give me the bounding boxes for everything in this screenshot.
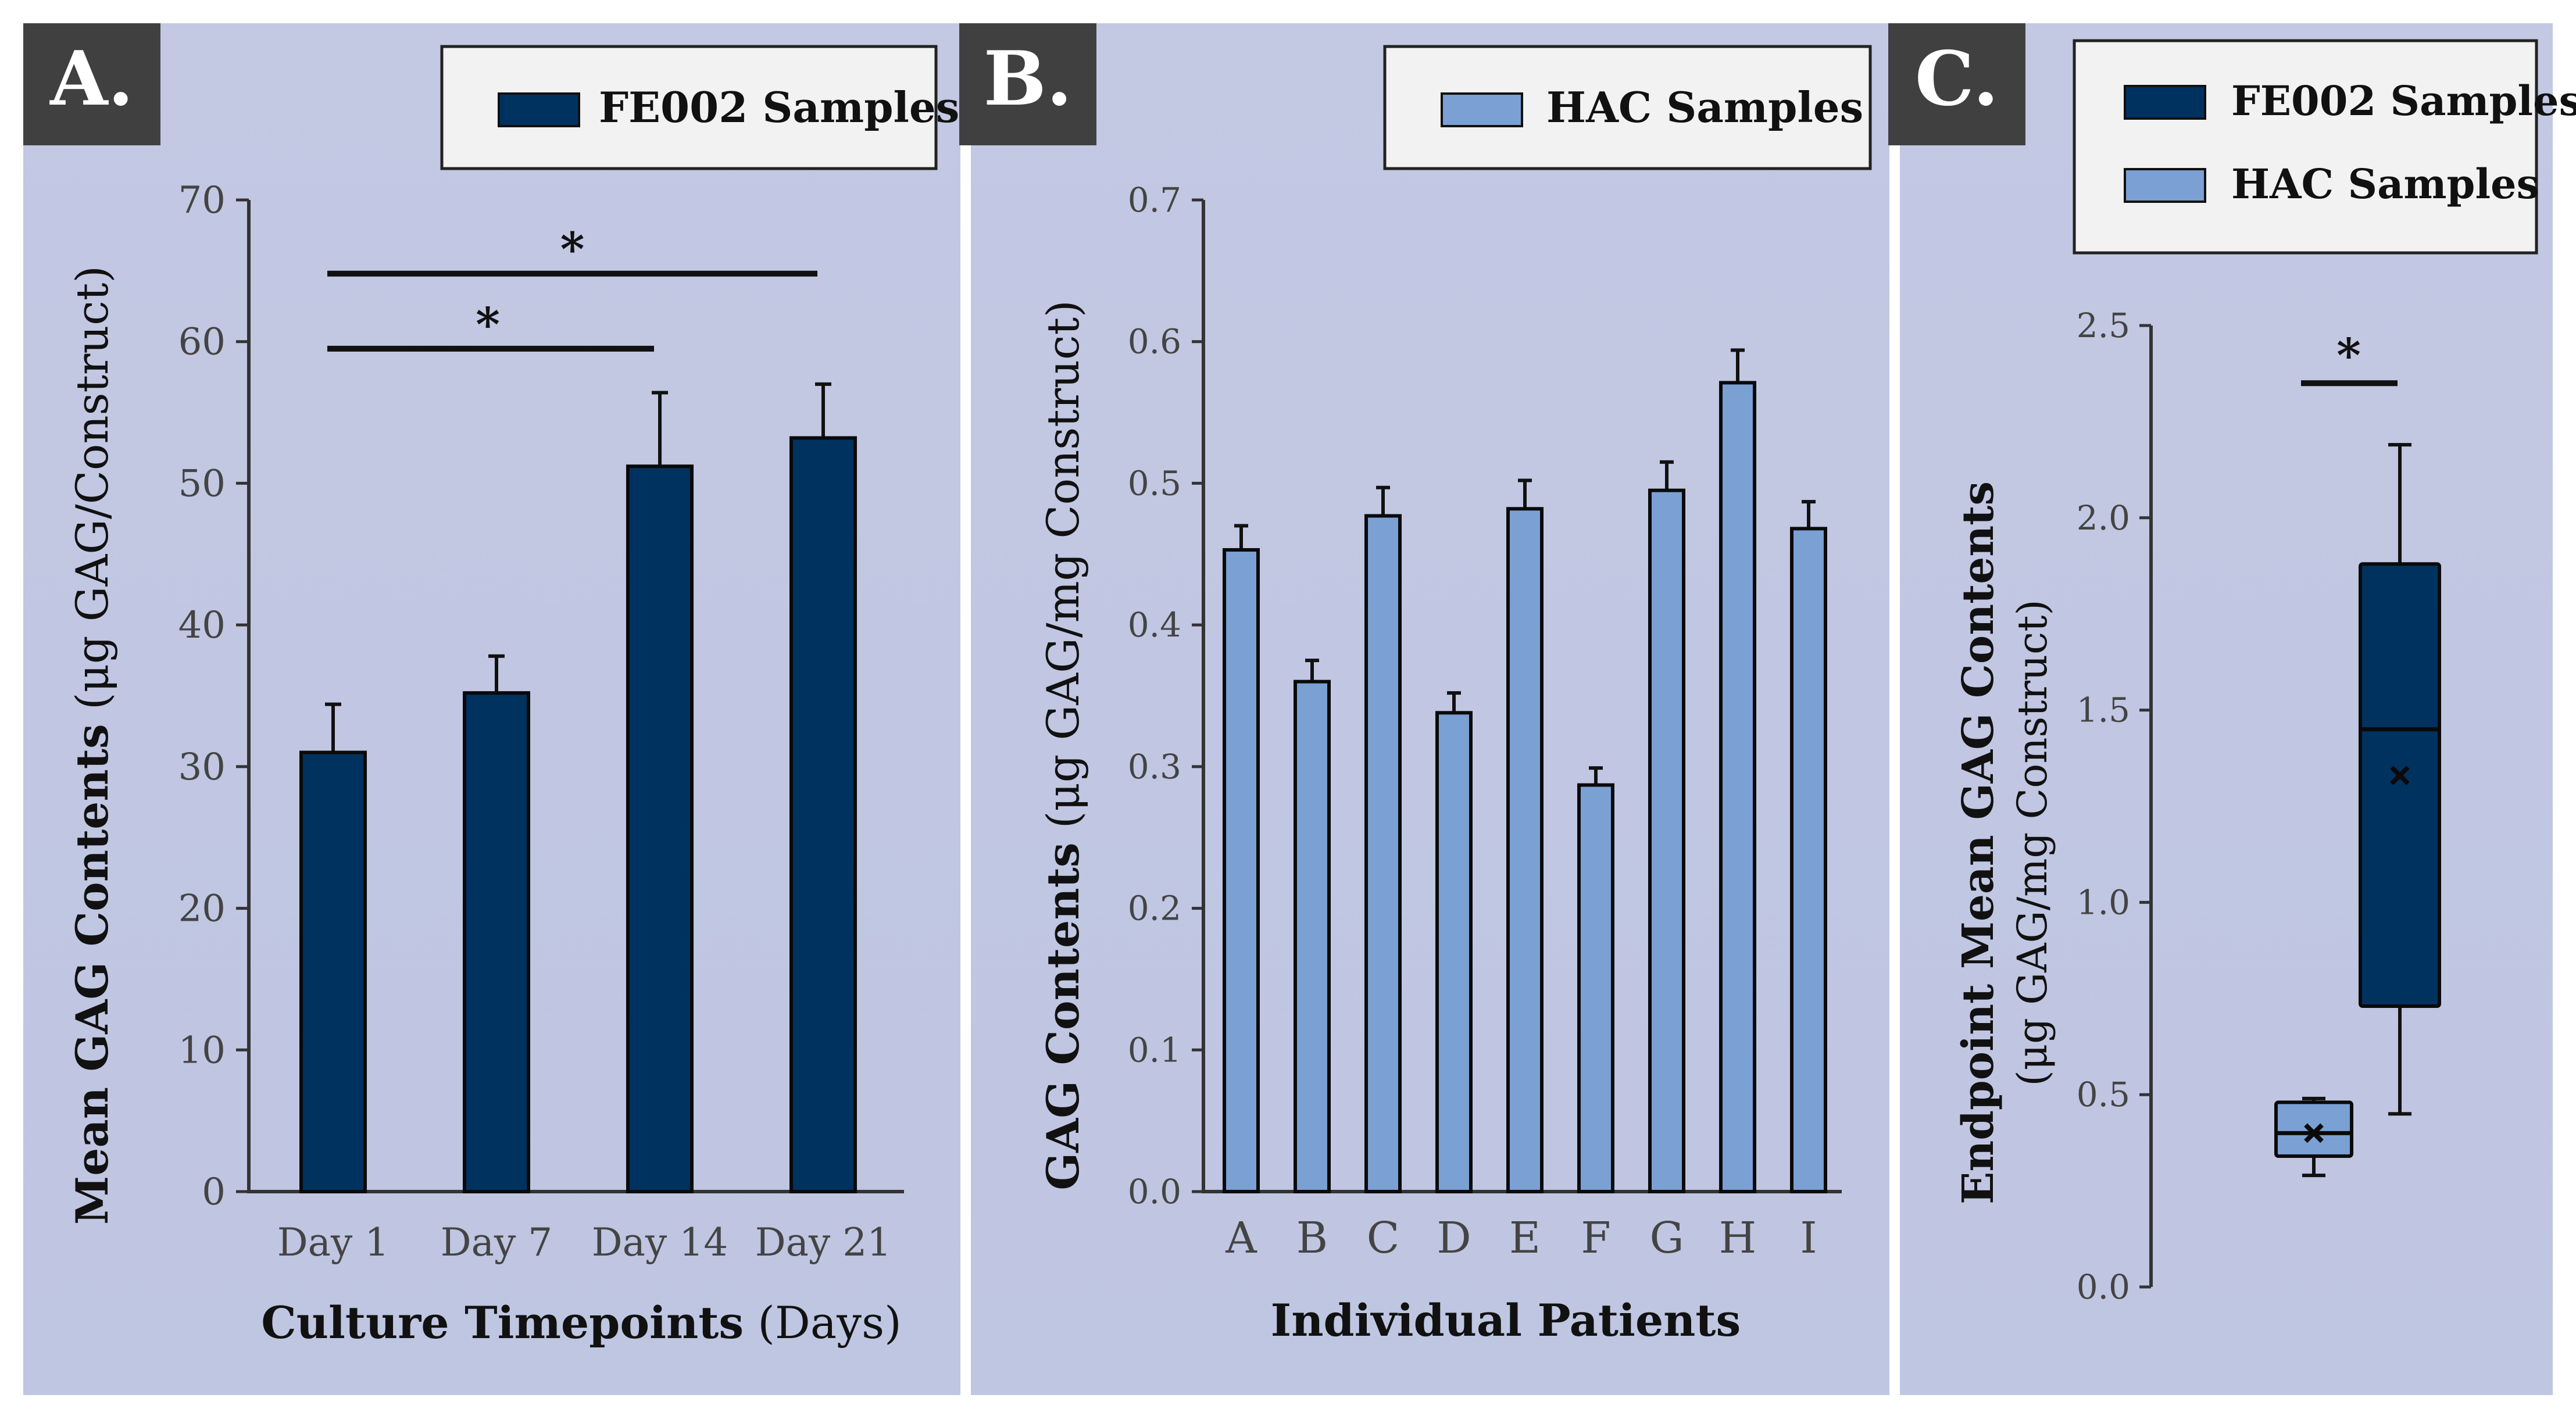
panel-a-bar-1 (299, 750, 367, 1193)
panel-c: C. FE002 Samples HAC Samples 0.0 0.5 1.0 1.… (1888, 23, 2576, 1307)
panel-b-bar-G (1648, 488, 1685, 1193)
panel-a-legend-swatch (498, 92, 580, 127)
panel-a-y-axis-title-normal: (μg GAG/Construct) (66, 266, 118, 724)
panel-b-x-tick-label: F (1581, 1213, 1610, 1263)
panel-b-x-tick-label: C (1367, 1213, 1400, 1263)
panel-b-legend-text: HAC Samples (1546, 83, 1863, 132)
panel-b-y-tick-label: 0.1 (1128, 1030, 1181, 1070)
panel-b-label: B. (984, 35, 1073, 123)
panel-b-x-axis-title: Individual Patients (1271, 1294, 1741, 1346)
panel-b-y-tick-label: 0.6 (1128, 322, 1181, 362)
panel-b-x-tick-label: G (1649, 1213, 1684, 1263)
panel-a-y-tick-label: 30 (178, 746, 226, 789)
panel-b-bar-A (1223, 548, 1260, 1194)
panel-c-y-axis-title-line1: Endpoint Mean GAG Contents (1953, 481, 2003, 1204)
panel-a-x-tick-label: Day 1 (277, 1220, 390, 1265)
panel-b-bar-B (1294, 680, 1331, 1193)
panel-c-box-hac (2274, 1100, 2353, 1158)
panel-a-bar-2 (463, 691, 530, 1193)
panel-c-y-tick-label: 2.5 (2077, 306, 2130, 345)
panel-b-y-tick-label: 0.0 (1128, 1172, 1181, 1211)
panel-b-x-tick-label: H (1719, 1213, 1757, 1263)
panel-a-x-tick-label: Day 21 (755, 1220, 892, 1265)
panel-a-x-axis-title-bold: Culture Timepoints (261, 1297, 744, 1349)
panel-b-bar-H (1719, 381, 1756, 1193)
panel-b-y-axis-title: GAG Contents (μg GAG/mg Construct) (1037, 300, 1089, 1190)
panel-a-y-tick-label: 70 (178, 179, 226, 222)
panel-b-bar-F (1577, 783, 1614, 1194)
panel-b-label-box (959, 23, 1096, 145)
panel-b-bar-E (1506, 507, 1544, 1193)
panel-c-box-fe002 (2359, 562, 2441, 1009)
panel-b-y-tick-label: 0.3 (1128, 747, 1181, 786)
panel-a-legend-text: FE002 Samples (599, 83, 959, 132)
panel-c-y-tick-label: 0.5 (2077, 1075, 2130, 1114)
panel-a-x-axis-title: Culture Timepoints (Days) (261, 1297, 902, 1349)
panel-a-y-tick-label: 60 (178, 321, 226, 364)
panel-c-label: C. (1915, 35, 1999, 123)
panel-c-y-axis-title-line2: (μg GAG/mg Construct) (2009, 599, 2056, 1086)
panel-b-x-tick-label: D (1437, 1213, 1471, 1263)
panel-a-label-box (23, 23, 160, 145)
panel-c-legend-swatch-hac (2124, 168, 2206, 203)
panel-c-mean-marker-hac (2304, 1123, 2324, 1143)
panel-a-y-axis-title-bold: Mean GAG Contents (66, 724, 118, 1225)
panel-b-bar-I (1790, 527, 1827, 1193)
panel-b-bar-D (1435, 711, 1473, 1193)
panel-a: A. FE002 Samples 0 10 20 30 40 50 60 70 Day 1 Day… (23, 23, 959, 1349)
panel-a-x-tick-label: Day 14 (592, 1220, 728, 1265)
panel-a-bar-3 (626, 464, 694, 1193)
panel-b-x-tick-label: A (1225, 1213, 1257, 1263)
panel-a-plot: 0 10 20 30 40 50 60 70 Day 1 Day 7 Day 14 Day 21 * * (178, 179, 904, 1265)
panel-c-legend-text-fe002: FE002 Samples (2231, 77, 2576, 125)
panel-a-significance-star-1: * (476, 297, 500, 352)
panel-a-significance-star-2: * (560, 222, 585, 277)
panel-b-y-tick-label: 0.4 (1128, 605, 1181, 645)
panel-a-x-axis-title-normal: (Days) (744, 1297, 902, 1349)
panel-b-bar-C (1364, 514, 1402, 1193)
panel-b-x-tick-label: I (1800, 1213, 1817, 1263)
panel-c-plot: 0.0 0.5 1.0 1.5 2.0 2.5 * (2077, 306, 2441, 1307)
panel-c-y-tick-label: 1.5 (2077, 691, 2130, 730)
panel-c-legend-text-hac: HAC Samples (2231, 160, 2539, 208)
panel-a-y-axis-title: Mean GAG Contents (μg GAG/Construct) (66, 266, 118, 1225)
panel-c-significance-star: * (2336, 328, 2361, 382)
panel-c-y-tick-label: 2.0 (2077, 498, 2130, 538)
panel-a-y-tick-label: 20 (178, 888, 226, 931)
panel-b: B. HAC Samples 0.0 0.1 0.2 0.3 0.4 0.5 0.6 0.7 A… (959, 23, 1872, 1346)
panel-c-legend-swatch-fe002 (2124, 85, 2206, 120)
panel-a-x-tick-label: Day 7 (441, 1220, 553, 1265)
panel-a-label: A. (49, 35, 134, 123)
panel-c-legend-box (2073, 39, 2538, 255)
panel-c-label-box (1888, 23, 2025, 145)
panel-b-y-tick-label: 0.5 (1128, 463, 1181, 503)
panel-c-y-tick-label: 0.0 (2077, 1267, 2130, 1307)
panel-b-y-axis-title-bold: GAG Contents (1037, 842, 1089, 1190)
panel-a-y-tick-label: 10 (178, 1029, 226, 1072)
panel-a-bar-4 (789, 436, 857, 1194)
panel-b-y-axis-title-normal: (μg GAG/mg Construct) (1037, 300, 1089, 842)
panel-b-x-tick-label: E (1509, 1213, 1541, 1263)
panel-c-y-tick-label: 1.0 (2077, 882, 2130, 922)
panel-b-legend-swatch (1441, 92, 1523, 127)
panel-b-y-tick-label: 0.2 (1128, 889, 1181, 928)
panel-b-plot: 0.0 0.1 0.2 0.3 0.4 0.5 0.6 0.7 A B C D E F G H I (1128, 180, 1842, 1263)
panel-c-mean-marker-fe002 (2390, 766, 2410, 785)
panel-a-y-tick-label: 0 (202, 1171, 226, 1214)
panel-b-y-tick-label: 0.7 (1128, 180, 1181, 220)
panel-a-y-tick-label: 50 (178, 462, 226, 505)
panel-a-y-tick-label: 40 (178, 604, 226, 647)
panel-b-x-tick-label: B (1296, 1213, 1328, 1263)
